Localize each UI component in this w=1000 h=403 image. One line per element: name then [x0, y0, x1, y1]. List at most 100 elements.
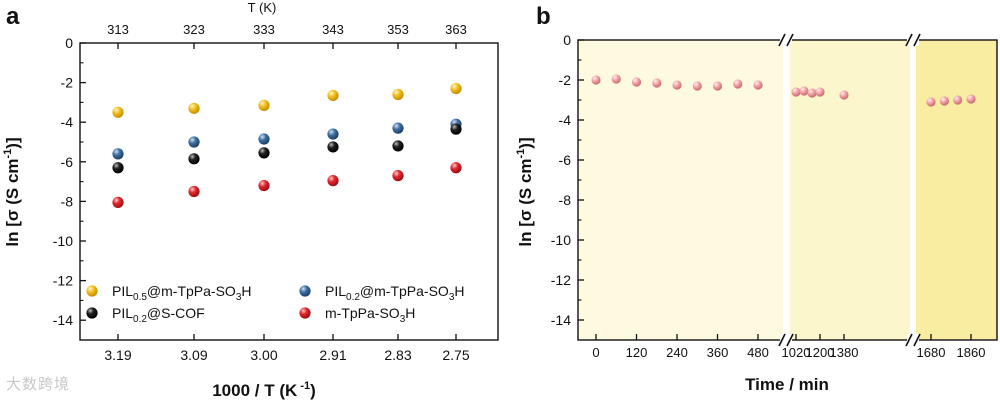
x-tick-label: 1680 — [917, 345, 946, 360]
data-point — [631, 77, 642, 87]
axis-break-slash — [913, 333, 921, 347]
top-axis-label: T (K) — [248, 0, 277, 15]
stage-3-background — [916, 40, 997, 340]
y-tick-label: -14 — [53, 312, 73, 328]
data-point — [327, 175, 339, 187]
y-tick-label: -6 — [559, 152, 572, 168]
top-tick-label: 343 — [322, 22, 344, 37]
data-point — [733, 79, 743, 89]
data-point — [591, 75, 601, 85]
data-point — [112, 196, 124, 208]
x-tick-label: 1200 — [806, 345, 835, 360]
y-tick-label: -10 — [53, 233, 73, 249]
stage-1-background — [578, 40, 783, 340]
data-point — [392, 88, 404, 101]
data-point — [791, 87, 801, 97]
stage-2-background — [790, 40, 910, 340]
x-tick-label: 1020 — [782, 345, 811, 360]
data-point — [258, 179, 270, 192]
x-tick-label: 3.00 — [250, 347, 277, 363]
data-point — [327, 89, 339, 102]
data-point — [112, 162, 124, 174]
top-axis-ticks: 313 323 333 343 353 363 — [107, 22, 467, 49]
y-axis-ticks: 0 -2 -4 -6 -8 -10 -12 -14 — [53, 35, 86, 328]
x-axis-label: 1000 / T (K -1) — [212, 380, 316, 400]
panel-a: a T (K) 313 323 333 343 353 363 3.19 3.09 3.00 2… — [2, 0, 499, 400]
y-tick-label: 0 — [563, 32, 571, 48]
legend-label: PIL0.2@S-COF — [112, 305, 205, 325]
panel-b-letter: b — [536, 3, 551, 30]
data-point — [188, 136, 200, 148]
y-tick-label: -2 — [61, 75, 74, 91]
data-point — [953, 95, 963, 105]
data-point — [799, 86, 809, 96]
data-point — [839, 90, 849, 100]
data-point — [258, 99, 270, 111]
data-point — [815, 87, 825, 97]
data-point — [672, 80, 682, 90]
x-tick-label: 2.91 — [319, 347, 346, 363]
data-point — [392, 140, 404, 152]
y-tick-label: 0 — [65, 35, 73, 51]
y-tick-label: -14 — [551, 312, 571, 328]
x-tick-label: 120 — [626, 345, 648, 360]
legend-label: PIL0.5@m-TpPa-SO3H — [112, 283, 252, 303]
y-tick-label: -8 — [559, 192, 572, 208]
y-axis-label: ln [σ (S cm-1)] — [2, 137, 22, 246]
legend: PIL0.5@m-TpPa-SO3H PIL0.2@m-TpPa-SO3H PIL0… — [86, 283, 465, 325]
data-point — [188, 185, 200, 198]
data-point — [450, 82, 462, 95]
axis-break-slash — [778, 333, 786, 347]
x-tick-label: 2.83 — [384, 347, 411, 363]
y-tick-label: -6 — [61, 154, 74, 170]
data-point — [188, 102, 200, 114]
data-point — [112, 106, 124, 118]
x-tick-label: 360 — [707, 345, 729, 360]
y-tick-label: -4 — [61, 114, 74, 130]
data-point — [611, 74, 621, 84]
watermark: 大数跨境 — [6, 375, 71, 393]
data-point — [966, 94, 976, 104]
plot-frame — [79, 42, 499, 341]
data-point — [926, 97, 936, 107]
top-tick-label: 323 — [183, 22, 205, 37]
axis-break-slash — [786, 333, 794, 347]
x-axis-label: Time / min — [745, 375, 829, 394]
data-point — [807, 88, 817, 98]
legend-marker — [86, 285, 98, 297]
data-point — [712, 81, 723, 91]
y-axis-label: ln [σ (S cm-1)] — [515, 137, 535, 246]
data-point — [939, 96, 949, 106]
data-point — [327, 128, 339, 140]
panel-b: b 0 -2 -4 -6 -8 -10 -12 -14 0 120 240 360 480 102012… — [515, 3, 998, 394]
y-tick-label: -8 — [61, 193, 74, 209]
legend-marker — [86, 307, 98, 319]
top-tick-label: 313 — [107, 22, 129, 37]
y-tick-label: -12 — [551, 272, 571, 288]
top-tick-label: 333 — [253, 22, 275, 37]
axis-break-slash — [905, 33, 913, 47]
axis-break-slash — [905, 333, 913, 347]
x-tick-label: 0 — [592, 345, 599, 360]
data-point — [112, 148, 124, 160]
panel-a-letter: a — [6, 3, 20, 30]
x-tick-label: 240 — [666, 345, 688, 360]
x-tick-label: 1380 — [830, 345, 859, 360]
data-point — [327, 141, 339, 153]
data-point — [258, 133, 270, 145]
x-tick-label: 1860 — [957, 345, 986, 360]
bottom-axis-ticks: 3.19 3.09 3.00 2.91 2.83 2.75 — [104, 334, 470, 363]
legend-label: m-TpPa-SO3H — [325, 305, 415, 325]
data-point — [392, 170, 404, 182]
top-tick-label: 353 — [387, 22, 409, 37]
data-point — [392, 122, 404, 134]
axis-break-slash — [778, 33, 786, 47]
data-point — [188, 153, 200, 165]
axis-break-slash — [913, 33, 921, 47]
scatter-points — [591, 74, 976, 107]
y-tick-label: -2 — [559, 72, 572, 88]
x-tick-label: 3.09 — [180, 347, 207, 363]
legend-label: PIL0.2@m-TpPa-SO3H — [325, 283, 465, 303]
